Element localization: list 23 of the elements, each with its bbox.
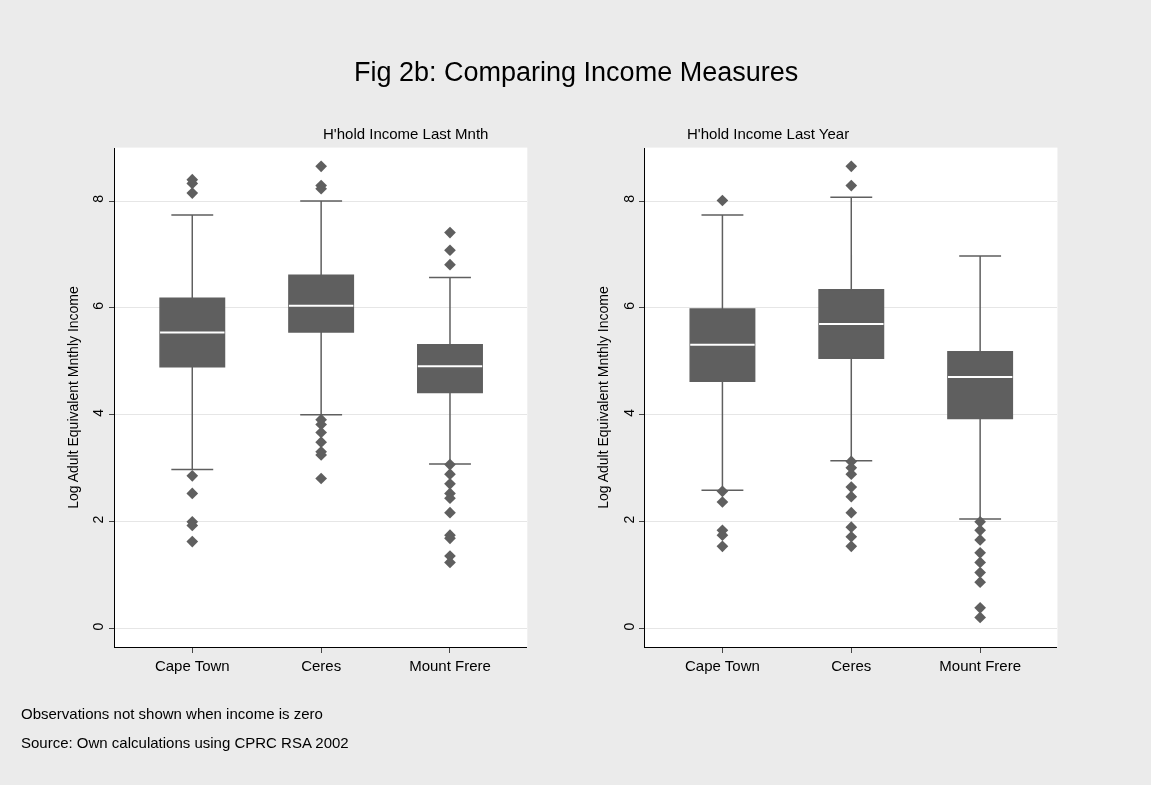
y-tick-label: 0 — [620, 622, 637, 631]
chart-subtitle: H'hold Income Last Year — [687, 125, 850, 142]
y-tick-label: 8 — [90, 194, 107, 203]
text: Observations not shown when income is zero — [21, 705, 323, 722]
x-tick-label: Mount Frere — [409, 657, 491, 675]
y-axis-title: Log Adult Equivalent Mnthly Income — [64, 286, 81, 509]
x-tick-label: Mount Frere — [939, 657, 1021, 675]
x-tick-label: Ceres — [301, 657, 342, 675]
y-tick-label: 4 — [90, 408, 107, 417]
y-tick-label: 2 — [620, 515, 637, 524]
y-tick-label: 0 — [90, 622, 107, 631]
y-tick-label: 4 — [620, 408, 637, 417]
y-tick-label: 8 — [620, 194, 637, 203]
y-tick-label: 2 — [90, 515, 107, 524]
x-tick-label: Ceres — [831, 657, 872, 675]
y-tick-label: 6 — [90, 301, 107, 310]
x-tick-label: Cape Town — [154, 657, 230, 675]
x-tick-label: Cape Town — [685, 657, 760, 675]
chart-subtitle: H'hold Income Last Mnth — [323, 125, 489, 142]
source-note: Source: Own calculations using CPRC RSA 2002 — [21, 734, 349, 751]
chart-title: Fig 2b: Comparing Income Measures — [354, 57, 799, 87]
y-axis-title: Log Adult Equivalent Mnthly Income — [595, 286, 612, 509]
y-tick-label: 6 — [620, 301, 637, 310]
